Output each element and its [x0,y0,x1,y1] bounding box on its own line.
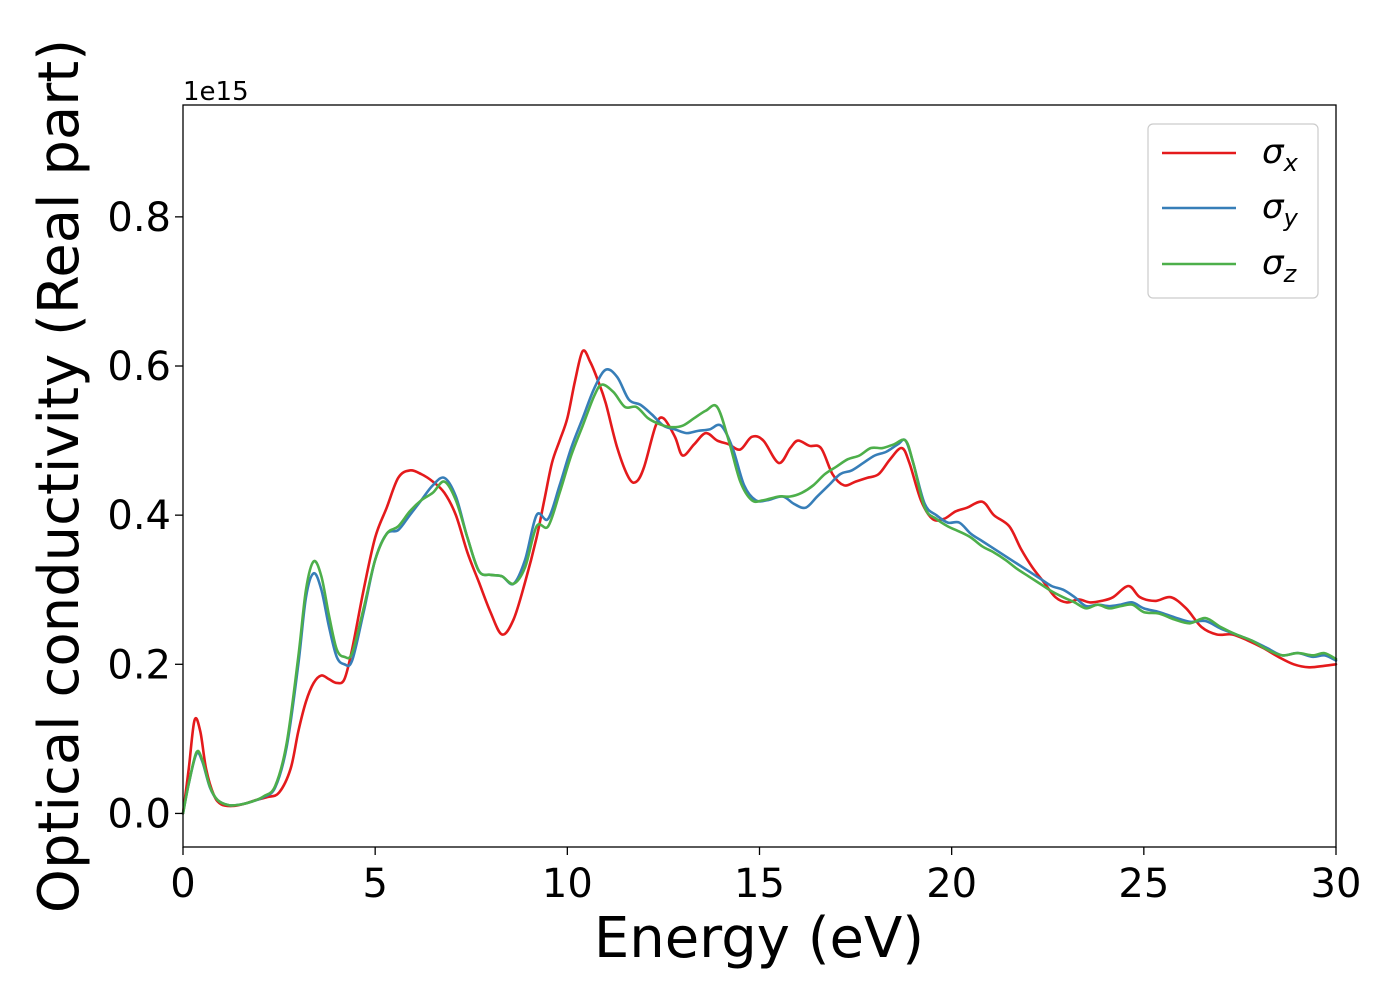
series-layer [181,349,1338,815]
legend-box [1147,123,1319,299]
x-tick-label: 20 [926,861,977,907]
series-line-z [181,383,1338,815]
y-axis: 0.0 0.2 0.4 0.6 0.8 [107,195,183,837]
legend-label-y: σy [1262,187,1299,232]
y-tick-label: 0.8 [107,195,171,241]
x-tick-label: 30 [1311,861,1362,907]
x-tick-label: 15 [734,861,785,907]
y-tick-label: 0.0 [107,791,171,837]
x-tick-label: 5 [362,861,387,907]
x-tick-label: 25 [1118,861,1169,907]
x-tick-label: 0 [170,861,195,907]
legend-label-z: σz [1262,243,1298,288]
y-tick-label: 0.4 [107,493,171,539]
x-axis: 0 5 10 15 20 25 30 [170,847,1361,907]
legend: σx σy σz [1147,123,1319,299]
y-tick-label: 0.6 [107,344,171,390]
y-axis-label: Optical conductivity (Real part) [27,39,92,913]
series-line-x [181,349,1338,815]
x-axis-label: Energy (eV) [594,906,924,971]
series-line-y [181,368,1338,815]
legend-label-x: σx [1262,132,1299,177]
y-tick-label: 0.2 [107,642,171,688]
y-offset-label: 1e15 [183,77,249,107]
x-tick-label: 10 [542,861,593,907]
